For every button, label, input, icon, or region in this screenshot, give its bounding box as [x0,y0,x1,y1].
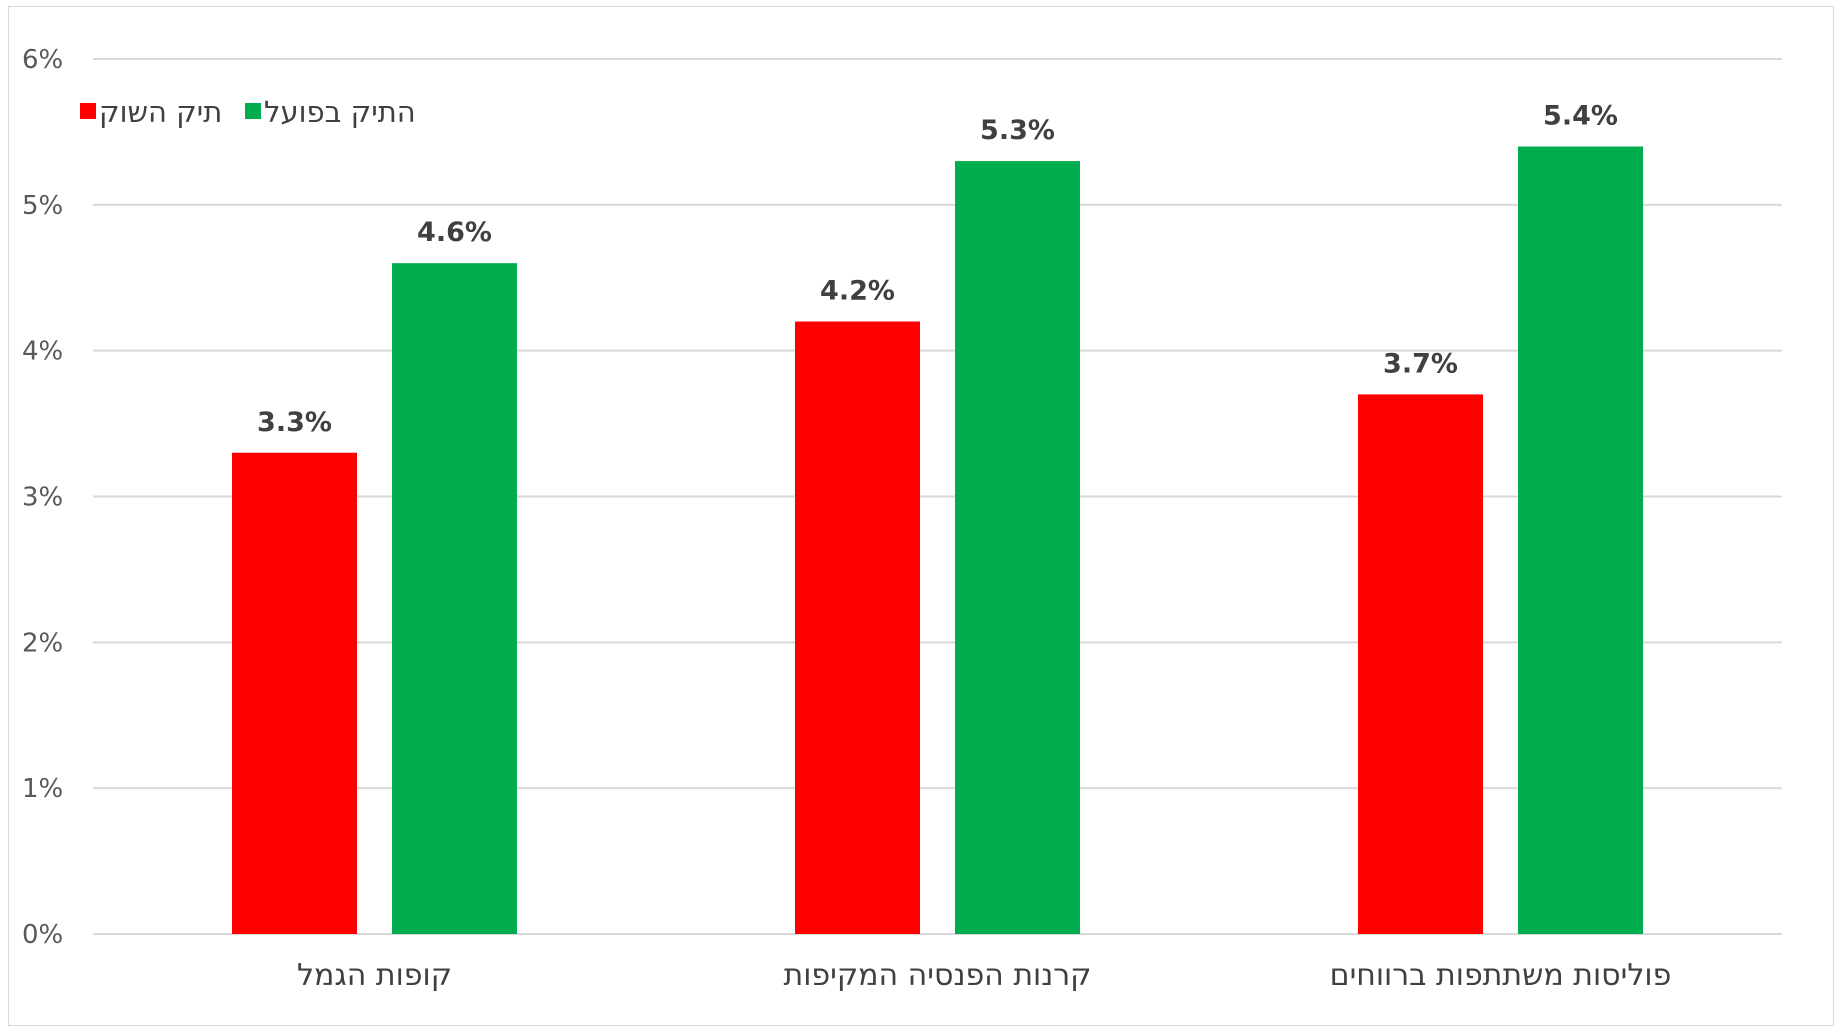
legend-label-actual: התיק בפועל [264,95,416,129]
category-label: קופות הגמל [297,958,452,993]
data-label: 3.3% [257,407,332,438]
bar-series-1-cat-1 [955,161,1080,935]
y-tick-label: 1% [22,774,63,804]
y-tick-label: 5% [22,191,63,221]
bar-series-1-cat-0 [392,263,517,935]
bar-series-1-cat-2 [1518,146,1643,934]
data-label: 4.2% [820,276,895,307]
y-tick-label: 4% [22,337,63,367]
y-tick-label: 6% [22,45,63,75]
bar-series-0-cat-1 [795,321,920,934]
legend-marker-actual [245,103,261,119]
data-label: 5.4% [1543,101,1618,132]
y-tick-label: 0% [22,920,63,950]
legend-label-market: תיק השוק [99,95,222,129]
category-label: פוליסות משתתפות ברווחים [1330,958,1672,993]
data-label: 3.7% [1383,348,1458,379]
data-label: 4.6% [417,217,492,248]
y-tick-label: 2% [22,628,63,658]
legend-marker-market [80,103,96,119]
y-tick-label: 3% [22,483,63,513]
data-label: 5.3% [980,115,1055,146]
bar-series-0-cat-2 [1358,394,1483,935]
bar-series-0-cat-0 [232,452,357,934]
category-label: קרנות הפנסיה המקיפות [784,958,1092,993]
